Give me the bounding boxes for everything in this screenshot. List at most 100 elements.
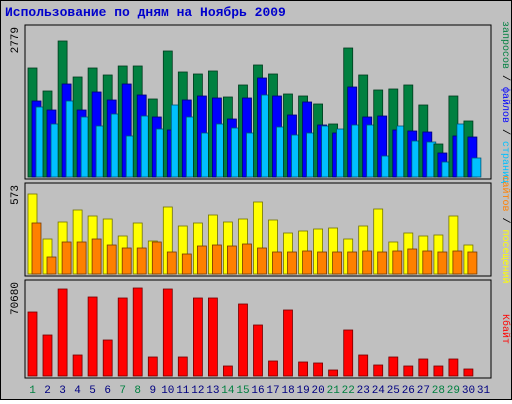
x-tick-label-day-25: 25 <box>387 385 400 397</box>
x-tick-label-day-7: 7 <box>119 385 126 397</box>
x-tick-label-day-20: 20 <box>311 385 324 397</box>
x-tick-label-day-18: 18 <box>281 385 294 397</box>
legend-top: запросов / файлов / страниц <box>499 21 511 183</box>
bar-bottom-kbytes-day-5 <box>87 296 98 377</box>
legend-entry-sites: сайтов <box>499 175 511 211</box>
bar-bottom-kbytes-day-18 <box>283 309 293 377</box>
bar-middle-sites-day-1 <box>31 222 42 275</box>
bar-bottom-kbytes-day-3 <box>57 288 68 377</box>
legend-separator: / <box>499 211 511 229</box>
legend-bottom: Кбайт <box>499 314 511 344</box>
bar-middle-sites-day-9 <box>151 241 162 275</box>
x-tick-label-day-10: 10 <box>161 385 174 397</box>
bar-middle-sites-day-2 <box>46 256 57 275</box>
bar-bottom-kbytes-day-10 <box>162 288 173 377</box>
chart-panel-1 <box>24 24 492 180</box>
x-tick-label-day-30: 30 <box>462 385 475 397</box>
bar-middle-sites-day-27 <box>422 250 433 275</box>
legend-middle: сайтов / посещений <box>499 175 511 283</box>
x-tick-label-day-8: 8 <box>134 385 141 397</box>
bar-middle-sites-day-19 <box>302 250 313 275</box>
bar-middle-sites-day-28 <box>437 251 448 275</box>
y-max-label-top: 2779 <box>10 27 22 53</box>
x-tick-label-day-17: 17 <box>266 385 279 397</box>
bar-bottom-kbytes-day-25 <box>388 356 399 377</box>
bar-middle-sites-day-25 <box>392 250 403 275</box>
bar-bottom-kbytes-day-29 <box>448 358 459 377</box>
bar-middle-sites-day-4 <box>76 241 87 275</box>
bar-middle-sites-day-10 <box>166 251 177 275</box>
bar-middle-sites-day-3 <box>61 241 72 275</box>
bar-bottom-kbytes-day-8 <box>132 287 143 377</box>
legend-entry-pages: страниц <box>499 141 510 183</box>
bar-middle-sites-day-21 <box>332 251 343 275</box>
x-tick-label-day-28: 28 <box>432 385 445 397</box>
bar-middle-sites-day-29 <box>452 250 463 275</box>
chart-panel-3 <box>24 279 492 379</box>
x-tick-label-day-1: 1 <box>29 385 36 397</box>
bar-middle-sites-day-14 <box>226 245 237 275</box>
bar-bottom-kbytes-day-15 <box>238 303 248 377</box>
x-tick-label-day-4: 4 <box>74 385 81 397</box>
x-tick-label-day-13: 13 <box>206 385 219 397</box>
x-tick-label-day-29: 29 <box>447 385 460 397</box>
bar-bottom-kbytes-day-14 <box>222 365 233 377</box>
x-tick-label-day-14: 14 <box>221 385 235 397</box>
bar-bottom-kbytes-day-21 <box>328 369 339 377</box>
x-tick-label-day-6: 6 <box>104 385 111 397</box>
bar-middle-sites-day-26 <box>407 248 418 275</box>
x-tick-label-day-12: 12 <box>191 385 204 397</box>
bar-bottom-kbytes-day-9 <box>147 356 158 377</box>
legend-entry-hits: запросов <box>499 21 510 69</box>
bar-bottom-kbytes-day-16 <box>253 324 263 377</box>
chart-panel-2 <box>24 182 492 277</box>
x-tick-label-day-21: 21 <box>327 385 341 397</box>
bar-bottom-kbytes-day-19 <box>298 361 309 377</box>
bar-bottom-kbytes-day-11 <box>177 356 188 377</box>
x-tick-label-day-31: 31 <box>477 385 491 397</box>
legend-separator: / <box>499 123 511 141</box>
x-tick-label-day-2: 2 <box>44 385 51 397</box>
bar-bottom-kbytes-day-7 <box>117 297 128 377</box>
x-tick-label-day-24: 24 <box>372 385 386 397</box>
x-tick-label-day-22: 22 <box>342 385 355 397</box>
bar-bottom-kbytes-day-24 <box>373 364 384 377</box>
bar-middle-sites-day-20 <box>317 251 328 275</box>
x-tick-label-day-23: 23 <box>357 385 370 397</box>
bar-bottom-kbytes-day-17 <box>268 360 278 377</box>
legend-entry-visits: посещений <box>499 230 511 284</box>
bar-bottom-kbytes-day-13 <box>207 297 218 377</box>
x-tick-label-day-19: 19 <box>296 385 309 397</box>
x-tick-label-day-16: 16 <box>251 385 264 397</box>
x-tick-label-day-27: 27 <box>417 385 430 397</box>
bar-middle-sites-day-13 <box>211 244 222 275</box>
x-tick-label-day-3: 3 <box>59 385 66 397</box>
bar-bottom-kbytes-day-27 <box>418 358 429 377</box>
bar-middle-sites-day-8 <box>136 247 147 275</box>
bar-bottom-kbytes-day-22 <box>343 329 354 377</box>
x-tick-label-day-15: 15 <box>236 385 249 397</box>
bar-top-pages-day-30 <box>471 157 482 178</box>
bar-bottom-kbytes-day-20 <box>313 362 324 377</box>
bar-middle-sites-day-23 <box>362 250 373 275</box>
bar-middle-sites-day-30 <box>467 251 478 275</box>
bar-middle-sites-day-11 <box>181 253 192 275</box>
bar-bottom-kbytes-day-12 <box>192 297 203 377</box>
bar-bottom-kbytes-day-2 <box>42 334 53 377</box>
bar-middle-sites-day-16 <box>257 247 267 275</box>
bar-bottom-kbytes-day-26 <box>403 365 414 377</box>
bar-middle-sites-day-7 <box>121 247 132 275</box>
bar-middle-sites-day-17 <box>272 251 282 275</box>
bar-middle-sites-day-12 <box>196 245 207 275</box>
bar-bottom-kbytes-day-6 <box>102 339 113 377</box>
bar-bottom-kbytes-day-30 <box>463 368 474 377</box>
y-max-label-middle: 573 <box>10 185 22 205</box>
bar-middle-sites-day-5 <box>91 238 102 275</box>
x-tick-label-day-9: 9 <box>149 385 156 397</box>
legend-entry-kbytes: Кбайт <box>499 314 511 344</box>
bar-middle-sites-day-15 <box>242 243 252 275</box>
x-tick-label-day-26: 26 <box>402 385 415 397</box>
bar-middle-sites-day-18 <box>287 251 297 275</box>
